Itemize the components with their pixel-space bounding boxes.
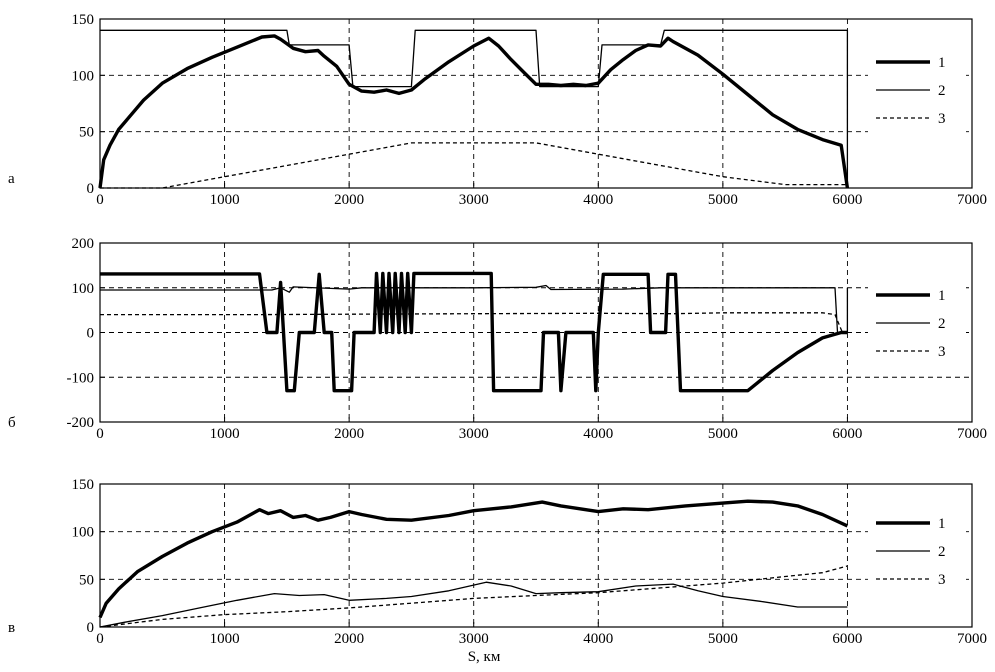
panel-label-2: б — [8, 415, 16, 431]
y-tick-label-3-2: 100 — [72, 525, 95, 541]
y-tick-label-2-1: -100 — [67, 370, 95, 386]
x-tick-label-1-1: 1000 — [210, 192, 240, 208]
plot-frame-3 — [99, 483, 973, 628]
x-tick-label-1-7: 7000 — [957, 192, 987, 208]
legend-3: 1 2 3 — [868, 511, 966, 603]
y-tick-label-3-0: 0 — [87, 620, 95, 636]
x-tick-label-3-5: 5000 — [708, 631, 738, 647]
x-tick-label-3-1: 1000 — [210, 631, 240, 647]
x-tick-label-1-4: 4000 — [583, 192, 613, 208]
series-line-1-1 — [98, 34, 850, 189]
series-line-1-3 — [100, 142, 848, 189]
series-line-3-2 — [99, 581, 848, 628]
y-tick-label-1-0: 0 — [87, 181, 95, 197]
legend-2: 1 2 3 — [868, 283, 966, 375]
plot-frame-1 — [99, 18, 973, 189]
x-tick-label-1-0: 0 — [96, 192, 104, 208]
x-tick-label-2-6: 6000 — [832, 426, 862, 442]
series-line-3-1 — [98, 499, 849, 619]
legend-label-1-1: 1 — [938, 55, 946, 71]
y-tick-label-3-1: 50 — [79, 572, 94, 588]
x-tick-label-3-7: 7000 — [957, 631, 987, 647]
legend-background-3 — [868, 511, 966, 603]
legend-background-2 — [868, 283, 966, 375]
legend-label-3-3: 3 — [938, 572, 946, 588]
series-line-2-2 — [100, 284, 849, 334]
y-tick-label-3-3: 150 — [72, 477, 95, 493]
x-tick-label-3-6: 6000 — [832, 631, 862, 647]
y-tick-label-2-3: 100 — [72, 281, 95, 297]
panel-label-1: а — [8, 171, 15, 187]
x-tick-label-3-4: 4000 — [583, 631, 613, 647]
x-axis-label-3: S, км — [468, 649, 501, 665]
x-tick-label-1-3: 3000 — [459, 192, 489, 208]
series-line-2-3 — [100, 312, 848, 334]
y-tick-label-1-1: 50 — [79, 125, 94, 141]
x-tick-label-2-4: 4000 — [583, 426, 613, 442]
legend-label-3-2: 2 — [938, 544, 946, 560]
legend-label-2-1: 1 — [938, 288, 946, 304]
legend-label-2-2: 2 — [938, 316, 946, 332]
y-tick-label-1-2: 100 — [72, 68, 95, 84]
x-tick-label-3-2: 2000 — [334, 631, 364, 647]
series-line-3-3 — [99, 565, 848, 628]
x-tick-label-2-2: 2000 — [334, 426, 364, 442]
series-line-1-2 — [100, 29, 849, 188]
x-tick-label-2-5: 5000 — [708, 426, 738, 442]
y-tick-label-2-0: -200 — [67, 415, 95, 431]
x-tick-label-1-2: 2000 — [334, 192, 364, 208]
x-tick-label-2-3: 3000 — [459, 426, 489, 442]
x-tick-label-2-7: 7000 — [957, 426, 987, 442]
y-tick-label-2-4: 200 — [72, 236, 95, 252]
y-tick-label-1-3: 150 — [72, 12, 95, 28]
panel-2: 0 1000 2000 3000 4000 5000 6000 7000 -200 -100 0 10… — [8, 236, 987, 442]
panel-label-3: в — [8, 620, 15, 636]
legend-label-3-1: 1 — [938, 516, 946, 532]
legend-background-1 — [868, 50, 966, 142]
panel-1: 0 1000 2000 3000 4000 5000 6000 7000 0 50 100 150 1 2… — [8, 12, 987, 208]
legend-label-2-3: 3 — [938, 344, 946, 360]
x-tick-label-2-1: 1000 — [210, 426, 240, 442]
legend-label-1-2: 2 — [938, 83, 946, 99]
x-tick-label-1-5: 5000 — [708, 192, 738, 208]
x-tick-label-3-3: 3000 — [459, 631, 489, 647]
y-tick-label-2-2: 0 — [87, 326, 95, 342]
legend-label-1-3: 3 — [938, 111, 946, 127]
x-tick-label-3-0: 0 — [96, 631, 104, 647]
x-tick-label-2-0: 0 — [96, 426, 104, 442]
legend-1: 1 2 3 — [868, 50, 966, 142]
x-tick-label-1-6: 6000 — [832, 192, 862, 208]
series-line-2-1 — [100, 271, 848, 393]
panel-3: 0 1000 2000 3000 4000 5000 6000 7000 0 50 100 150 1 2… — [8, 477, 987, 665]
